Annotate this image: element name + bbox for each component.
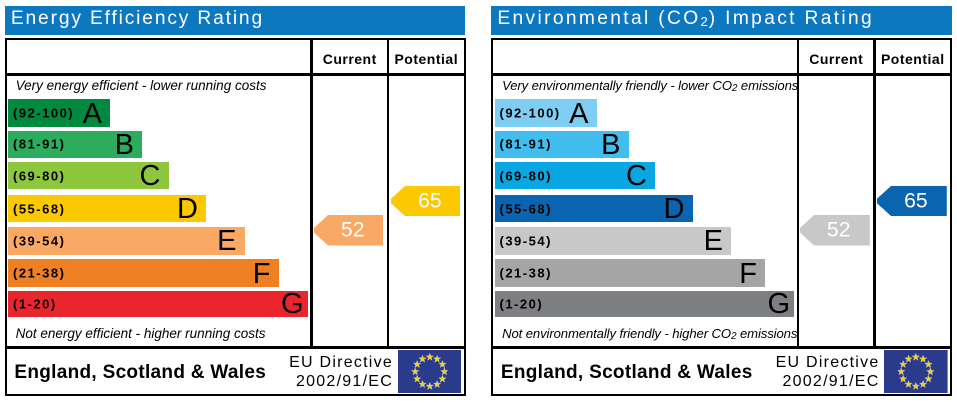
svg-text:52: 52: [827, 219, 851, 242]
svg-text:65: 65: [904, 189, 928, 212]
svg-text:65: 65: [418, 189, 442, 212]
svg-text:52: 52: [341, 219, 365, 242]
